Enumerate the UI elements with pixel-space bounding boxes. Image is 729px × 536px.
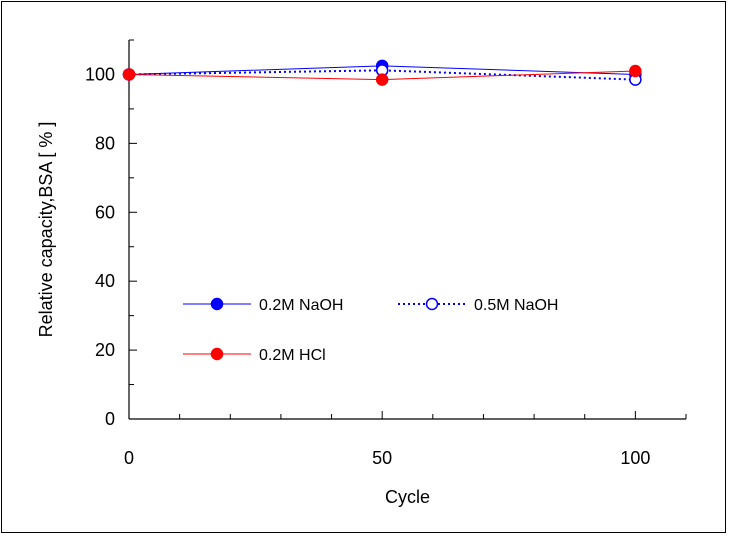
y-tick-label: 40 — [95, 271, 115, 291]
y-tick-label: 60 — [95, 202, 115, 222]
legend-marker — [210, 347, 224, 361]
x-tick-label: 50 — [372, 448, 392, 468]
legend-label: 0.2M NaOH — [259, 297, 343, 314]
x-tick-label: 100 — [620, 448, 650, 468]
legend-item-0-5m-naoh: 0.5M NaOH — [398, 297, 558, 314]
legend-marker — [210, 297, 224, 311]
y-tick-label: 100 — [85, 64, 115, 84]
y-tick-label: 20 — [95, 340, 115, 360]
axes: 0 20 40 60 80 100 0 50 100 — [85, 39, 687, 468]
legend-item-0-2m-naoh: 0.2M NaOH — [183, 297, 343, 314]
legend-item-0-2m-hcl: 0.2M HCl — [183, 347, 326, 364]
data-point — [375, 73, 389, 86]
legend-label: 0.2M HCl — [259, 347, 326, 364]
legend: 0.2M NaOH 0.5M NaOH 0.2M HCl — [183, 297, 558, 364]
x-axis-title: Cycle — [385, 487, 430, 507]
legend-marker — [425, 297, 439, 311]
y-tick-label: 0 — [105, 409, 115, 429]
y-tick-label: 80 — [95, 133, 115, 153]
data-point — [629, 64, 642, 78]
y-axis-title: Relative capacity,BSA [ % ] — [36, 122, 56, 338]
x-tick-label: 0 — [124, 448, 134, 468]
data-point — [122, 68, 136, 81]
series-0-2m-hcl — [122, 64, 642, 86]
legend-label: 0.5M NaOH — [474, 297, 558, 314]
series-layer — [122, 59, 642, 86]
